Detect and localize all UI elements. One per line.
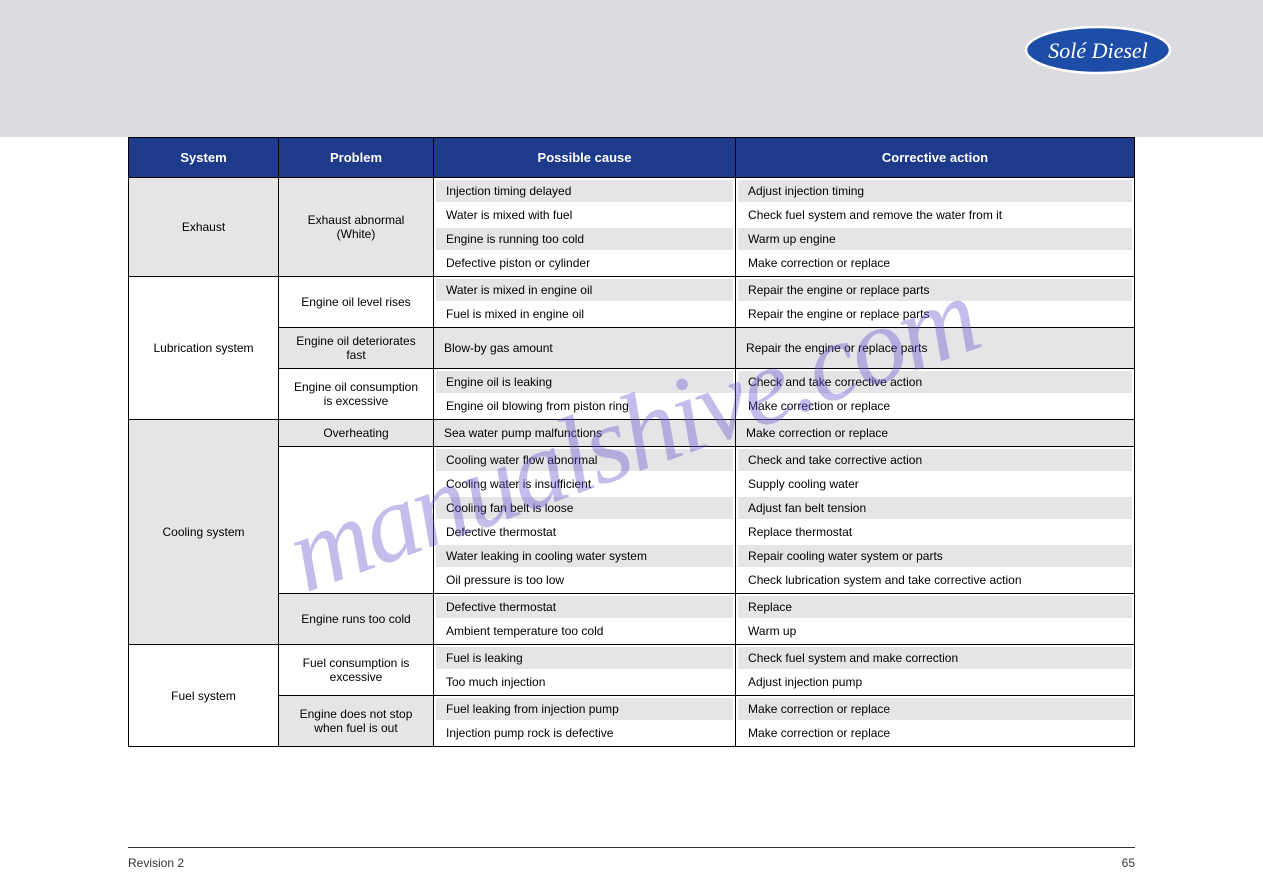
troubleshooting-table: System Problem Possible cause Corrective…: [128, 137, 1135, 747]
cause-cell: Oil pressure is too low: [436, 569, 733, 591]
action-cell: Make correction or replace: [738, 722, 1132, 744]
action-cell: Make correction or replace: [738, 252, 1132, 274]
cause-group: Injection timing delayed Water is mixed …: [434, 178, 736, 277]
table-row: Cooling water flow abnormal Cooling wate…: [129, 447, 1135, 594]
table-row: Engine runs too cold Defective thermosta…: [129, 594, 1135, 645]
cause-cell: Defective thermostat: [436, 521, 733, 543]
cause-cell: Defective piston or cylinder: [436, 252, 733, 274]
problem-cell: Engine oil deteriorates fast: [279, 328, 434, 369]
cause-cell: Sea water pump malfunctions: [434, 420, 736, 447]
problem-cell: Fuel consumption is excessive: [279, 645, 434, 696]
cause-cell: Water is mixed in engine oil: [436, 279, 733, 301]
table-row: Exhaust Exhaust abnormal (White) Injecti…: [129, 178, 1135, 277]
cause-cell: Engine is running too cold: [436, 228, 733, 250]
footer-page-number: 65: [1122, 856, 1135, 870]
cause-cell: Engine oil is leaking: [436, 371, 733, 393]
table-row: Engine oil deteriorates fast Blow-by gas…: [129, 328, 1135, 369]
cause-cell: Ambient temperature too cold: [436, 620, 733, 642]
cause-cell: Defective thermostat: [436, 596, 733, 618]
action-group: Check and take corrective action Make co…: [736, 369, 1135, 420]
action-group: Adjust injection timing Check fuel syste…: [736, 178, 1135, 277]
action-cell: Warm up engine: [738, 228, 1132, 250]
cause-cell: Fuel leaking from injection pump: [436, 698, 733, 720]
table-row: Lubrication system Engine oil level rise…: [129, 277, 1135, 328]
problem-cell: Engine oil level rises: [279, 277, 434, 328]
action-cell: Repair the engine or replace parts: [736, 328, 1135, 369]
action-cell: Make correction or replace: [738, 395, 1132, 417]
action-cell: Replace thermostat: [738, 521, 1132, 543]
action-cell: Warm up: [738, 620, 1132, 642]
table-row: Engine does not stop when fuel is out Fu…: [129, 696, 1135, 747]
col-cause: Possible cause: [434, 138, 736, 178]
page-footer: Revision 2 65: [0, 847, 1263, 870]
brand-logo: Solé Diesel: [1023, 24, 1173, 76]
action-cell: Adjust injection pump: [738, 671, 1132, 693]
problem-cell: Engine oil consumption is excessive: [279, 369, 434, 420]
table-row: Cooling system Overheating Sea water pum…: [129, 420, 1135, 447]
cause-group: Engine oil is leaking Engine oil blowing…: [434, 369, 736, 420]
action-cell: Adjust fan belt tension: [738, 497, 1132, 519]
cause-group: Water is mixed in engine oil Fuel is mix…: [434, 277, 736, 328]
problem-cell: Engine runs too cold: [279, 594, 434, 645]
table-header-row: System Problem Possible cause Corrective…: [129, 138, 1135, 178]
action-cell: Repair the engine or replace parts: [738, 279, 1132, 301]
action-group: Repair the engine or replace parts Repai…: [736, 277, 1135, 328]
cause-cell: Water is mixed with fuel: [436, 204, 733, 226]
col-system: System: [129, 138, 279, 178]
col-problem: Problem: [279, 138, 434, 178]
system-cell: Cooling system: [129, 420, 279, 645]
system-cell: Fuel system: [129, 645, 279, 747]
cause-cell: Cooling water is insufficient: [436, 473, 733, 495]
action-group: Check fuel system and make correction Ad…: [736, 645, 1135, 696]
logo-text: Solé Diesel: [1048, 38, 1148, 63]
action-cell: Supply cooling water: [738, 473, 1132, 495]
cause-cell: Engine oil blowing from piston ring: [436, 395, 733, 417]
action-group: Make correction or replace Make correcti…: [736, 696, 1135, 747]
cause-cell: Fuel is mixed in engine oil: [436, 303, 733, 325]
action-cell: Replace: [738, 596, 1132, 618]
cause-cell: Blow-by gas amount: [434, 328, 736, 369]
action-cell: Make correction or replace: [736, 420, 1135, 447]
footer-revision: Revision 2: [128, 856, 184, 870]
system-cell: Lubrication system: [129, 277, 279, 420]
action-cell: Check lubrication system and take correc…: [738, 569, 1132, 591]
cause-group: Cooling water flow abnormal Cooling wate…: [434, 447, 736, 594]
action-group: Replace Warm up: [736, 594, 1135, 645]
problem-cell: Exhaust abnormal (White): [279, 178, 434, 277]
cause-cell: Cooling water flow abnormal: [436, 449, 733, 471]
cause-group: Fuel leaking from injection pump Injecti…: [434, 696, 736, 747]
action-group: Check and take corrective action Supply …: [736, 447, 1135, 594]
page-header: Solé Diesel: [0, 0, 1263, 137]
action-cell: Check fuel system and make correction: [738, 647, 1132, 669]
col-action: Corrective action: [736, 138, 1135, 178]
action-cell: Repair cooling water system or parts: [738, 545, 1132, 567]
problem-cell: Engine does not stop when fuel is out: [279, 696, 434, 747]
action-cell: Check fuel system and remove the water f…: [738, 204, 1132, 226]
action-cell: Check and take corrective action: [738, 371, 1132, 393]
cause-cell: Fuel is leaking: [436, 647, 733, 669]
problem-cell: Overheating: [279, 420, 434, 447]
cause-cell: Too much injection: [436, 671, 733, 693]
cause-group: Fuel is leaking Too much injection: [434, 645, 736, 696]
table-row: Engine oil consumption is excessive Engi…: [129, 369, 1135, 420]
cause-cell: Water leaking in cooling water system: [436, 545, 733, 567]
cause-cell: Injection timing delayed: [436, 180, 733, 202]
problem-cell: [279, 447, 434, 594]
action-cell: Adjust injection timing: [738, 180, 1132, 202]
action-cell: Make correction or replace: [738, 698, 1132, 720]
system-cell: Exhaust: [129, 178, 279, 277]
cause-cell: Injection pump rock is defective: [436, 722, 733, 744]
action-cell: Repair the engine or replace parts: [738, 303, 1132, 325]
cause-group: Defective thermostat Ambient temperature…: [434, 594, 736, 645]
action-cell: Check and take corrective action: [738, 449, 1132, 471]
table-row: Fuel system Fuel consumption is excessiv…: [129, 645, 1135, 696]
cause-cell: Cooling fan belt is loose: [436, 497, 733, 519]
